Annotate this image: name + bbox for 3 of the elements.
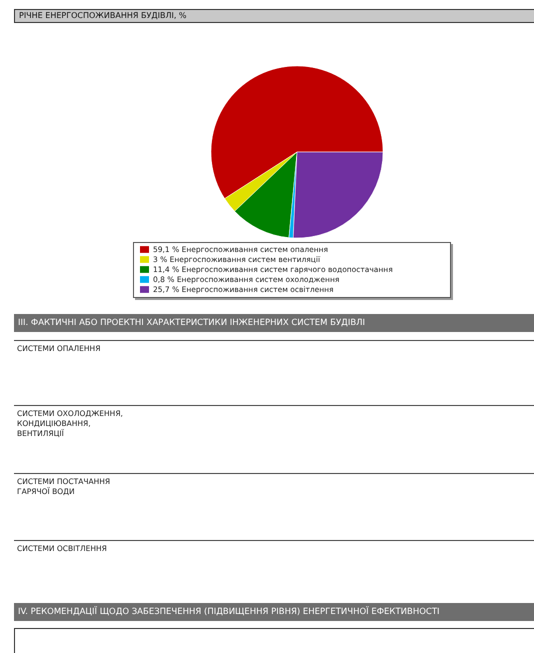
- text: IV. РЕКОМЕНДАЦІЇ ЩОДО ЗАБЕЗПЕЧЕННЯ (ПІДВИЩЕННЯ РІВНЯ) ЕНЕРГЕТИЧНОЇ ЕФЕКТИВНОСТІ: [14, 603, 534, 621]
- chart-title: РІЧНЕ ЕНЕРГОСПОЖИВАННЯ БУДІВЛІ, %: [14, 9, 534, 23]
- text: III. ФАКТИЧНІ АБО ПРОЕКТНІ ХАРАКТЕРИСТИКИ ІНЖЕНЕРНИХ СИСТЕМ БУДІВЛІ: [14, 314, 534, 332]
